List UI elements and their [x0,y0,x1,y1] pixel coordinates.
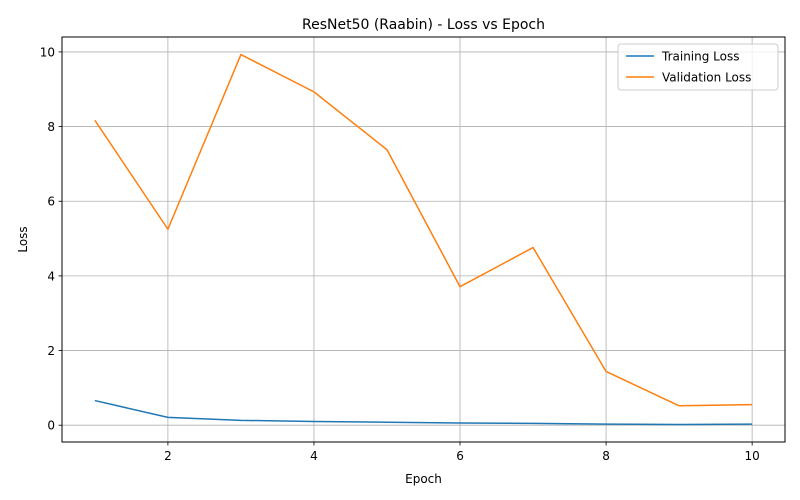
x-tick-label: 6 [456,449,464,463]
x-tick-label: 8 [602,449,610,463]
y-tick-label: 10 [40,45,55,59]
legend: Training Loss Validation Loss [617,43,779,91]
y-axis-label: Loss [16,226,30,252]
x-tick-label: 2 [164,449,172,463]
y-tick-label: 2 [47,344,55,358]
y-tick-label: 0 [47,419,55,433]
validation-loss-line [94,53,753,407]
x-axis-label: Epoch [405,472,442,486]
series-layer [94,53,753,426]
y-tick-label: 4 [47,269,55,283]
x-tick-label: 10 [744,449,759,463]
y-tick-label: 8 [47,120,55,134]
legend-box [617,43,779,91]
tick-layer: 2 4 6 8 10 0 2 4 6 8 10 [40,45,760,463]
training-loss-legend-label: Training Loss [661,50,739,64]
chart-title: ResNet50 (Raabin) - Loss vs Epoch [302,17,545,33]
x-tick-label: 4 [310,449,318,463]
training-loss-line [94,399,753,426]
plot-frame [61,36,786,443]
validation-loss-legend-label: Validation Loss [662,71,751,85]
y-tick-label: 6 [47,195,55,209]
